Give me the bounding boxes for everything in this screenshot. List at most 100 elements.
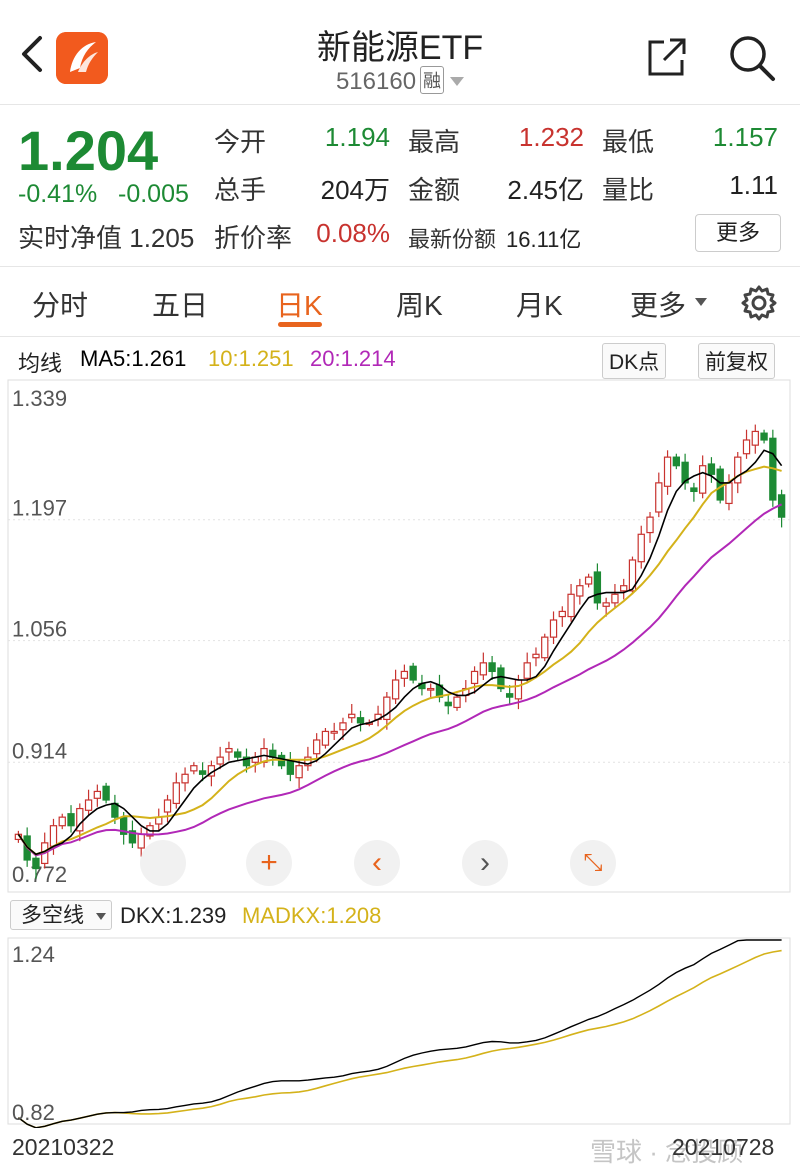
amount-label: 金额 — [408, 175, 461, 205]
candle — [716, 465, 724, 504]
watermark: 雪球 · 念投顾 — [590, 1137, 744, 1167]
dk-point-button[interactable]: DK点 — [602, 343, 667, 379]
open-label: 今开 — [214, 127, 267, 157]
volume-ratio-label: 量比 — [602, 175, 655, 205]
candle — [155, 808, 163, 831]
zoom-in-icon[interactable]: + — [246, 840, 292, 886]
tab-weekly-k[interactable]: 周K — [396, 290, 443, 321]
candle — [163, 794, 172, 823]
active-tab-indicator — [278, 322, 322, 327]
candle — [479, 652, 488, 680]
candle — [751, 424, 759, 454]
dkx-value: DKX:1.239 — [120, 903, 227, 928]
candle — [558, 606, 566, 627]
indicator-dropdown[interactable]: 多空线 — [10, 900, 112, 930]
candle — [663, 450, 672, 495]
price-adjust-button[interactable]: 前复权 — [698, 343, 775, 379]
ma-legend-label: 均线 — [18, 351, 63, 376]
date-end: 20210728 — [672, 1134, 775, 1160]
candle — [734, 452, 742, 494]
dkx-axis-top: 1.24 — [12, 942, 55, 967]
dkx-chart[interactable] — [0, 936, 800, 1128]
candle — [348, 704, 356, 723]
tab-daily-k[interactable]: 日K — [276, 290, 323, 321]
shares-label: 最新份额 — [408, 227, 497, 252]
candle — [295, 760, 303, 788]
candle — [462, 680, 470, 703]
divider — [0, 266, 800, 267]
ma5-line — [17, 449, 783, 856]
tab-intraday[interactable]: 分时 — [32, 290, 89, 321]
candle — [190, 762, 198, 775]
candle — [102, 782, 110, 804]
chart-nav-left-faded — [140, 840, 186, 886]
scroll-left-icon[interactable]: ‹ — [354, 840, 400, 886]
candle — [576, 578, 584, 605]
candle — [225, 741, 233, 761]
candle — [602, 597, 610, 617]
discount-label: 折价率 — [214, 223, 293, 253]
candle — [470, 666, 479, 694]
chevron-down-icon[interactable] — [695, 298, 707, 306]
gear-icon[interactable] — [740, 284, 778, 322]
dkx-line — [17, 939, 782, 1128]
candle — [181, 767, 189, 792]
tab-five-day[interactable]: 五日 — [152, 290, 209, 321]
candle — [93, 784, 102, 807]
discount-value: 0.08% — [316, 218, 390, 248]
tab-more[interactable]: 更多 — [630, 290, 687, 321]
candle — [690, 482, 698, 502]
dkx-axis-bottom: 0.82 — [12, 1100, 55, 1125]
amount-value: 2.45亿 — [507, 175, 584, 205]
candle — [312, 733, 321, 763]
candle — [400, 664, 409, 687]
low-value: 1.157 — [712, 122, 778, 152]
candle — [497, 664, 505, 692]
candle — [488, 656, 496, 680]
candle — [128, 820, 137, 848]
open-value: 1.194 — [324, 122, 390, 152]
high-label: 最高 — [408, 127, 461, 157]
candle — [32, 853, 40, 879]
y-tick-label: 0.914 — [12, 738, 67, 763]
tab-monthly-k[interactable]: 月K — [516, 290, 563, 321]
candle — [707, 457, 716, 483]
candle — [435, 674, 444, 703]
candle — [427, 683, 435, 699]
search-icon[interactable] — [728, 34, 776, 82]
chevron-down-icon[interactable] — [96, 913, 106, 920]
candle — [67, 805, 75, 833]
share-icon[interactable] — [646, 36, 688, 78]
current-price: 1.204 — [18, 119, 159, 182]
ma20-value: 20:1.214 — [310, 346, 396, 371]
margin-badge: 融 — [420, 66, 445, 94]
back-arrow-icon[interactable] — [14, 34, 54, 74]
scroll-right-icon[interactable]: › — [462, 840, 508, 886]
low-label: 最低 — [602, 127, 655, 157]
candle — [611, 584, 619, 608]
candle — [532, 647, 540, 667]
candle — [646, 512, 654, 543]
fund-code: 516160 — [335, 68, 417, 95]
candle — [505, 685, 514, 704]
candle — [251, 752, 259, 773]
fullscreen-icon[interactable]: ⤡ — [570, 840, 616, 886]
y-tick-label: 1.339 — [12, 386, 67, 411]
candle — [523, 652, 531, 684]
app-logo-icon — [56, 32, 108, 84]
page-title: 新能源ETF — [316, 29, 484, 67]
fund-code-row[interactable]: 516160 融 — [0, 66, 800, 96]
candle — [584, 573, 593, 588]
candle — [760, 429, 768, 444]
code-dropdown-icon[interactable] — [450, 77, 465, 86]
more-quote-button[interactable]: 更多 — [695, 214, 781, 252]
candle — [198, 762, 207, 782]
candle — [681, 453, 689, 490]
candle — [321, 728, 330, 749]
volume-value: 204万 — [320, 175, 390, 205]
candle — [84, 789, 93, 816]
y-tick-label: 1.197 — [12, 496, 67, 521]
nav-value: 1.205 — [129, 223, 195, 253]
candle — [216, 746, 224, 770]
